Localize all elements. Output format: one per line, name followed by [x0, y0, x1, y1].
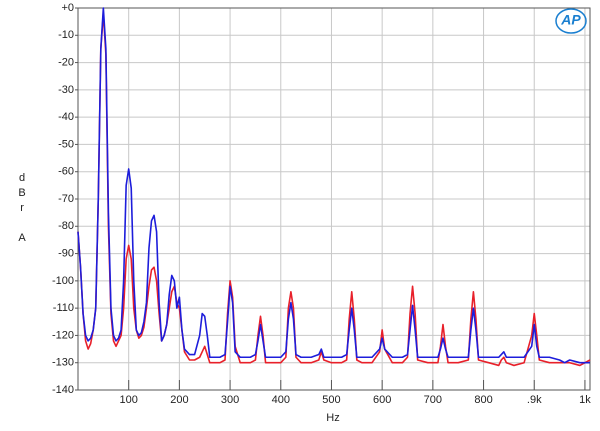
y-tick-label: -70	[58, 193, 74, 205]
x-tick-label: 1k	[579, 394, 591, 406]
y-tick-label: -40	[58, 111, 74, 123]
series-line	[77, 7, 590, 364]
x-axis-label: Hz	[326, 412, 339, 424]
x-tick-label: 300	[221, 394, 239, 406]
x-tick-label: 400	[272, 394, 290, 406]
y-tick-label: -80	[58, 220, 74, 232]
x-tick-label: 600	[373, 394, 391, 406]
y-tick-label: -90	[58, 247, 74, 259]
y-tick-label: -10	[58, 29, 74, 41]
y-tick-label: -140	[52, 384, 74, 396]
x-tick-label: 200	[170, 394, 188, 406]
x-tick-label: 800	[474, 394, 492, 406]
logo-ring	[555, 8, 587, 34]
x-tick-label: 700	[424, 394, 442, 406]
y-tick-label: +0	[61, 2, 74, 14]
y-tick-label: -20	[58, 56, 74, 68]
y-tick-label: -120	[52, 329, 74, 341]
y-tick-label: -100	[52, 275, 74, 287]
y-tick-label: -30	[58, 84, 74, 96]
logo-text: AP	[560, 12, 581, 28]
y-tick-label: -50	[58, 138, 74, 150]
y-tick-label: -60	[58, 166, 74, 178]
y-axis-label: dBr A	[16, 172, 28, 247]
x-tick-label: 100	[120, 394, 138, 406]
x-tick-label: 500	[322, 394, 340, 406]
x-tick-label: .9k	[527, 394, 542, 406]
logo: AP	[555, 8, 587, 34]
y-tick-label: -110	[53, 302, 74, 314]
y-tick-label: -130	[52, 357, 74, 369]
